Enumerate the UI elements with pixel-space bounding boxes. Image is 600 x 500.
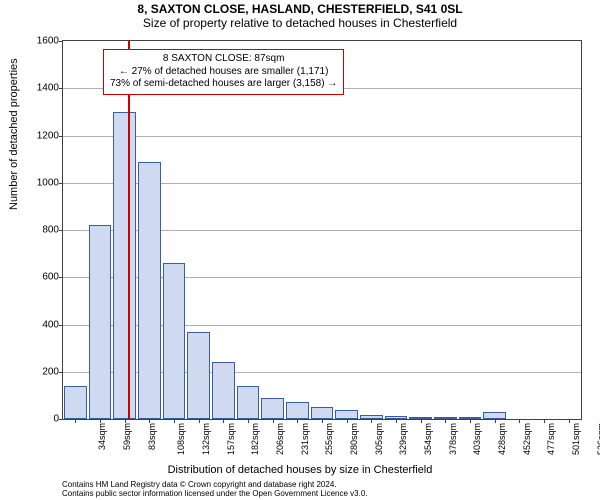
x-tick-label: 354sqm xyxy=(423,423,433,455)
x-tick-mark xyxy=(371,419,372,423)
y-tick-mark xyxy=(59,136,63,137)
x-tick-mark xyxy=(248,419,249,423)
y-tick-mark xyxy=(59,419,63,420)
x-tick-mark xyxy=(75,419,76,423)
x-tick-mark xyxy=(223,419,224,423)
histogram-bar xyxy=(261,398,284,419)
y-tick-mark xyxy=(59,41,63,42)
x-tick-label: 182sqm xyxy=(250,423,260,455)
histogram-bar xyxy=(64,386,87,419)
histogram-bar xyxy=(483,412,506,419)
y-tick-label: 800 xyxy=(19,225,63,236)
y-tick-mark xyxy=(59,277,63,278)
x-tick-label: 477sqm xyxy=(546,423,556,455)
y-tick-label: 200 xyxy=(19,366,63,377)
x-tick-mark xyxy=(421,419,422,423)
histogram-bar xyxy=(335,410,358,419)
x-tick-mark xyxy=(347,419,348,423)
license-line-2: Contains public sector information licen… xyxy=(62,489,368,498)
annotation-line: 73% of semi-detached houses are larger (… xyxy=(110,78,337,91)
x-tick-label: 305sqm xyxy=(374,423,384,455)
histogram-bar xyxy=(237,386,260,419)
x-tick-mark xyxy=(519,419,520,423)
x-tick-mark xyxy=(569,419,570,423)
license-line-1: Contains HM Land Registry data © Crown c… xyxy=(62,480,368,489)
y-tick-mark xyxy=(59,372,63,373)
y-tick-label: 1000 xyxy=(19,177,63,188)
y-tick-label: 400 xyxy=(19,319,63,330)
x-tick-mark xyxy=(445,419,446,423)
y-tick-label: 1400 xyxy=(19,83,63,94)
x-axis-label: Distribution of detached houses by size … xyxy=(0,464,600,476)
x-tick-mark xyxy=(297,419,298,423)
reference-marker-line xyxy=(128,41,130,419)
chart-plot-area: 0200400600800100012001400160034sqm59sqm8… xyxy=(62,40,582,420)
x-tick-mark xyxy=(174,419,175,423)
histogram-bar xyxy=(311,407,334,419)
gridline xyxy=(63,136,581,137)
x-tick-label: 526sqm xyxy=(596,423,600,455)
x-tick-label: 255sqm xyxy=(324,423,334,455)
histogram-bar xyxy=(138,162,161,420)
annotation-line: 8 SAXTON CLOSE: 87sqm xyxy=(110,53,337,66)
x-tick-label: 403sqm xyxy=(472,423,482,455)
histogram-bar xyxy=(89,225,112,419)
x-tick-label: 157sqm xyxy=(226,423,236,455)
histogram-bar xyxy=(212,362,235,419)
x-tick-label: 34sqm xyxy=(97,423,107,450)
x-tick-label: 59sqm xyxy=(122,423,132,450)
x-tick-mark xyxy=(100,419,101,423)
x-tick-label: 132sqm xyxy=(201,423,211,455)
license-text: Contains HM Land Registry data © Crown c… xyxy=(62,480,368,498)
y-tick-mark xyxy=(59,88,63,89)
x-tick-mark xyxy=(125,419,126,423)
x-tick-label: 83sqm xyxy=(147,423,157,450)
y-tick-label: 1600 xyxy=(19,36,63,47)
histogram-bar xyxy=(187,332,210,419)
y-tick-label: 0 xyxy=(19,414,63,425)
annotation-line: ← 27% of detached houses are smaller (1,… xyxy=(110,66,337,79)
histogram-bar xyxy=(163,263,186,419)
x-tick-label: 206sqm xyxy=(275,423,285,455)
chart-sub-title: Size of property relative to detached ho… xyxy=(0,16,600,30)
y-axis-label: Number of detached properties xyxy=(8,58,20,210)
x-tick-label: 108sqm xyxy=(176,423,186,455)
histogram-bar xyxy=(113,112,136,419)
x-tick-label: 378sqm xyxy=(448,423,458,455)
x-tick-label: 329sqm xyxy=(398,423,408,455)
y-tick-label: 600 xyxy=(19,272,63,283)
y-tick-mark xyxy=(59,325,63,326)
x-tick-label: 231sqm xyxy=(300,423,310,455)
x-tick-label: 428sqm xyxy=(497,423,507,455)
chart-super-title: 8, SAXTON CLOSE, HASLAND, CHESTERFIELD, … xyxy=(0,0,600,16)
x-tick-label: 452sqm xyxy=(522,423,532,455)
histogram-bar xyxy=(286,402,309,419)
x-tick-mark xyxy=(149,419,150,423)
x-tick-mark xyxy=(199,419,200,423)
x-tick-mark xyxy=(322,419,323,423)
x-tick-label: 280sqm xyxy=(349,423,359,455)
x-tick-label: 501sqm xyxy=(571,423,581,455)
annotation-box: 8 SAXTON CLOSE: 87sqm← 27% of detached h… xyxy=(103,49,344,95)
x-tick-mark xyxy=(470,419,471,423)
x-tick-mark xyxy=(495,419,496,423)
x-tick-mark xyxy=(544,419,545,423)
y-tick-mark xyxy=(59,183,63,184)
y-tick-label: 1200 xyxy=(19,130,63,141)
x-tick-mark xyxy=(396,419,397,423)
y-tick-mark xyxy=(59,230,63,231)
x-tick-mark xyxy=(273,419,274,423)
